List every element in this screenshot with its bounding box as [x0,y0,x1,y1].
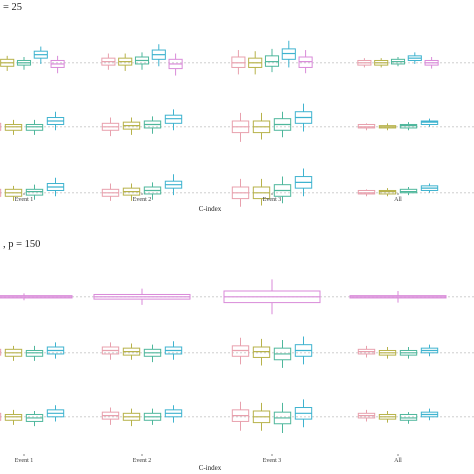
panel-a-title: = 25 [3,2,22,13]
x-tick-label: Event 2 [133,458,152,464]
panel-b-title: , p = 150 [3,239,40,250]
x-tick-label: All [394,458,402,464]
x-tick-label: Event 3 [263,197,282,203]
x-tick-label: Event 3 [263,458,282,464]
x-axis-title: C-index [199,464,222,472]
x-tick-label: Event 1 [15,458,34,464]
x-axis-title: C-index [199,205,222,213]
x-tick-label: Event 2 [133,197,152,203]
x-tick-label: All [394,197,402,203]
x-tick-label: Event 1 [15,197,34,203]
